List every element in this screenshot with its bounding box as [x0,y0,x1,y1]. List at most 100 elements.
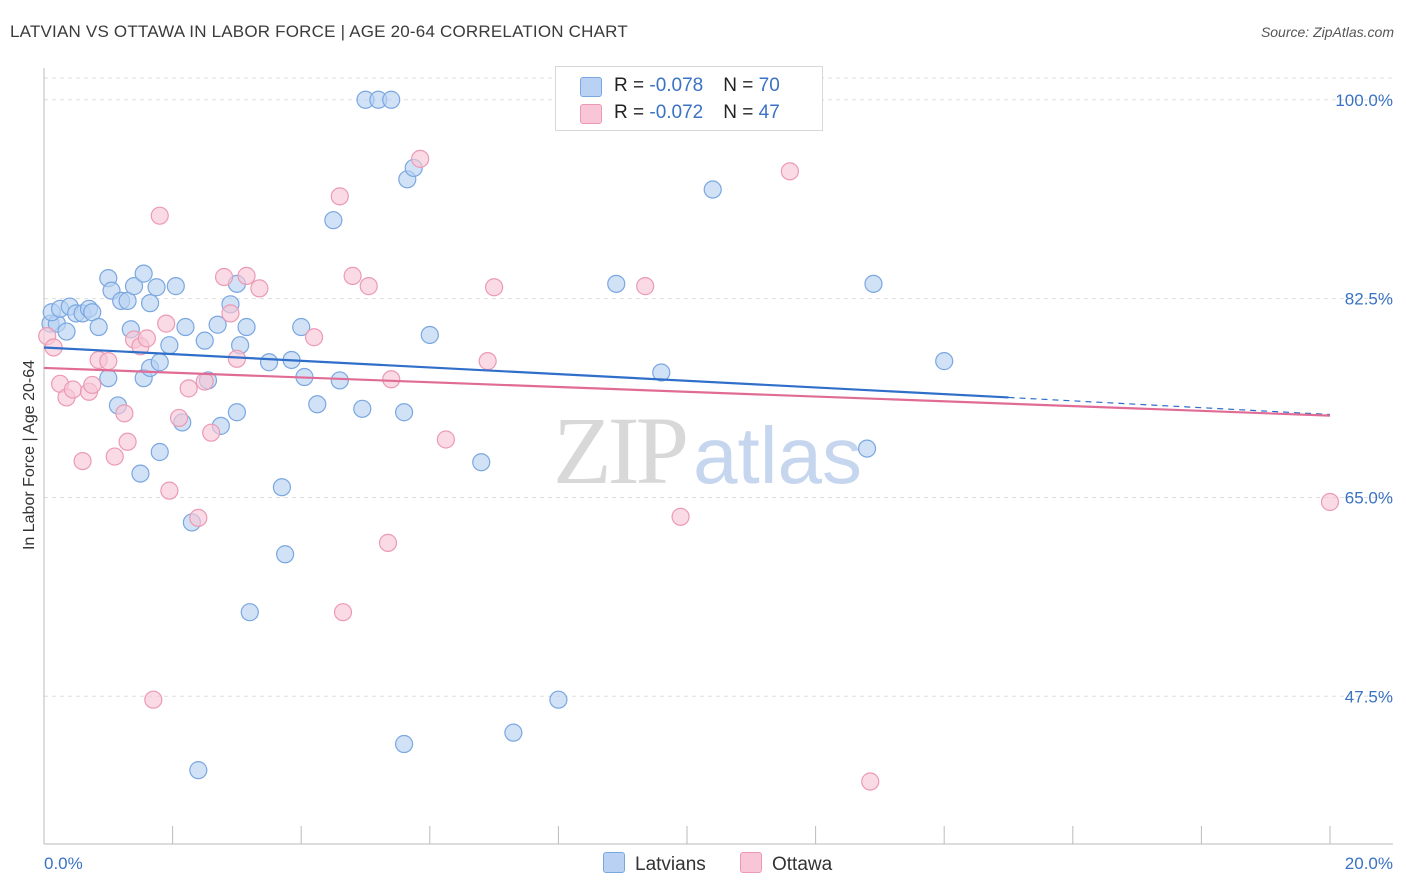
point-latvians [124,277,144,296]
watermark-atlas: atlas [693,411,862,500]
point-latvians [353,399,372,418]
bottom-legend-swatch-ottawa [740,852,762,873]
point-ottawa [169,408,189,428]
tick-labels: 100.0% 82.5% 65.0% 47.5% 0.0% 20.0% [44,91,1393,873]
point-latvians [272,478,292,497]
point-ottawa [671,507,690,526]
legend-r-label: R = [614,75,650,96]
legend-n-value: 70 [758,75,780,96]
point-ottawa [636,277,655,296]
point-ottawa [378,533,398,552]
legend-n-label: N = [723,75,759,96]
legend-swatch-latvians [580,77,602,97]
watermark-zip: ZIP [553,397,689,504]
legend-n-value: 47 [758,102,780,123]
point-latvians [208,315,227,334]
point-ottawa [105,447,124,466]
y-tick-label: 47.5% [1345,687,1393,706]
point-latvians [147,278,166,297]
point-ottawa [411,149,430,168]
legend-swatch-ottawa [580,104,602,124]
point-ottawa [83,375,102,395]
point-ottawa [343,266,362,285]
point-latvians [308,395,327,414]
point-latvians [89,317,108,337]
axes [43,68,1393,845]
point-ottawa [1320,492,1340,512]
point-latvians [176,317,195,337]
point-ottawa [118,432,137,451]
source-label: Source: ZipAtlas.com [1260,24,1394,40]
trend-line-ottawa [43,366,1331,417]
y-tick-label: 65.0% [1345,488,1393,507]
point-latvians [703,180,722,199]
point-ottawa [179,379,198,398]
point-latvians [607,274,626,293]
point-latvians [324,211,343,230]
point-latvians [420,325,439,345]
point-ottawa [73,451,92,471]
y-tick-label: 100.0% [1335,91,1393,110]
point-latvians [935,352,954,371]
bottom-legend-swatch-latvians [603,852,625,873]
point-latvians [237,317,256,337]
point-latvians [240,603,259,622]
point-ottawa [485,278,504,297]
point-ottawa [237,266,256,285]
legend: R = -0.078 N = 70 R = -0.072 N = 47 [555,66,823,131]
point-latvians [195,331,214,350]
point-latvians [189,761,208,780]
bottom-legend-latvians: Latvians [603,852,706,876]
point-ottawa [214,267,234,287]
point-latvians [57,322,76,341]
y-tick-label: 82.5% [1345,290,1393,309]
legend-n-label: N = [723,102,759,123]
point-latvians [472,453,491,472]
point-latvians [330,371,349,390]
point-ottawa [150,206,169,225]
point-latvians [166,277,185,296]
point-latvians [99,369,118,388]
legend-r-label: R = [614,102,650,123]
bottom-legend-label-ottawa: Ottawa [772,854,833,875]
point-latvians [382,90,401,109]
point-ottawa [359,277,378,296]
point-latvians [394,403,414,422]
point-ottawa [160,481,179,500]
chart-title: LATVIAN VS OTTAWA IN LABOR FORCE | AGE 2… [10,22,628,41]
point-latvians [292,317,311,337]
point-ottawa [115,404,134,423]
y-axis-label: In Labor Force | Age 20-64 [21,360,38,550]
point-ottawa [382,370,401,389]
point-latvians [131,464,150,483]
point-ottawa [333,603,353,622]
point-ottawa [202,423,221,442]
point-latvians [864,274,883,293]
point-latvians [504,723,523,742]
legend-r-value: -0.078 [649,75,704,96]
point-ottawa [99,352,118,371]
point-latvians [652,363,671,382]
point-ottawa [330,187,349,206]
point-latvians [549,690,568,709]
watermark: ZIP atlas [553,395,862,506]
legend-r-value: -0.072 [649,102,704,123]
point-ottawa [250,279,269,298]
bottom-legend-label-latvians: Latvians [635,854,706,875]
point-latvians [259,353,279,372]
x-tick-label: 0.0% [44,854,83,873]
point-ottawa [137,329,156,348]
point-latvians [160,336,179,355]
series-ottawa-points [38,90,1340,791]
point-ottawa [780,162,799,181]
point-ottawa [221,304,240,323]
point-latvians [150,353,169,372]
point-latvians [276,545,295,564]
trend-lines [43,346,1331,417]
point-ottawa [144,690,163,709]
legend-text-ottawa: R = -0.072 N = 47 [614,102,780,124]
point-ottawa [157,314,176,333]
trend-line-latvians-extension [1008,396,1331,416]
point-ottawa [436,430,455,449]
